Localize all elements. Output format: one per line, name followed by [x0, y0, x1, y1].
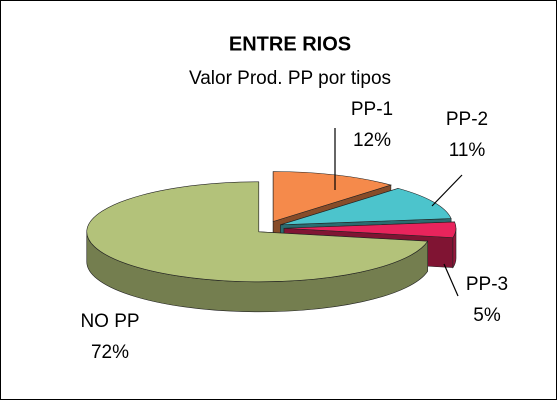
slice [283, 221, 457, 238]
data-label-name: PP-3 [466, 274, 508, 295]
data-label-value: 5% [473, 305, 501, 326]
slice [280, 188, 452, 226]
slice [86, 181, 429, 283]
data-label-value: 72% [91, 342, 129, 363]
chart-subtitle: Valor Prod. PP por tipos [189, 68, 391, 89]
data-label-name: NO PP [80, 311, 139, 332]
leader-line [431, 174, 463, 207]
leader-line [443, 263, 459, 297]
data-label-value: 11% [449, 140, 486, 161]
slice [272, 171, 392, 222]
data-label-name: PP-1 [351, 99, 393, 120]
chart-title: ENTRE RIOS [229, 33, 351, 55]
data-label-value: 12% [353, 130, 391, 151]
data-label-name: PP-2 [446, 109, 488, 130]
